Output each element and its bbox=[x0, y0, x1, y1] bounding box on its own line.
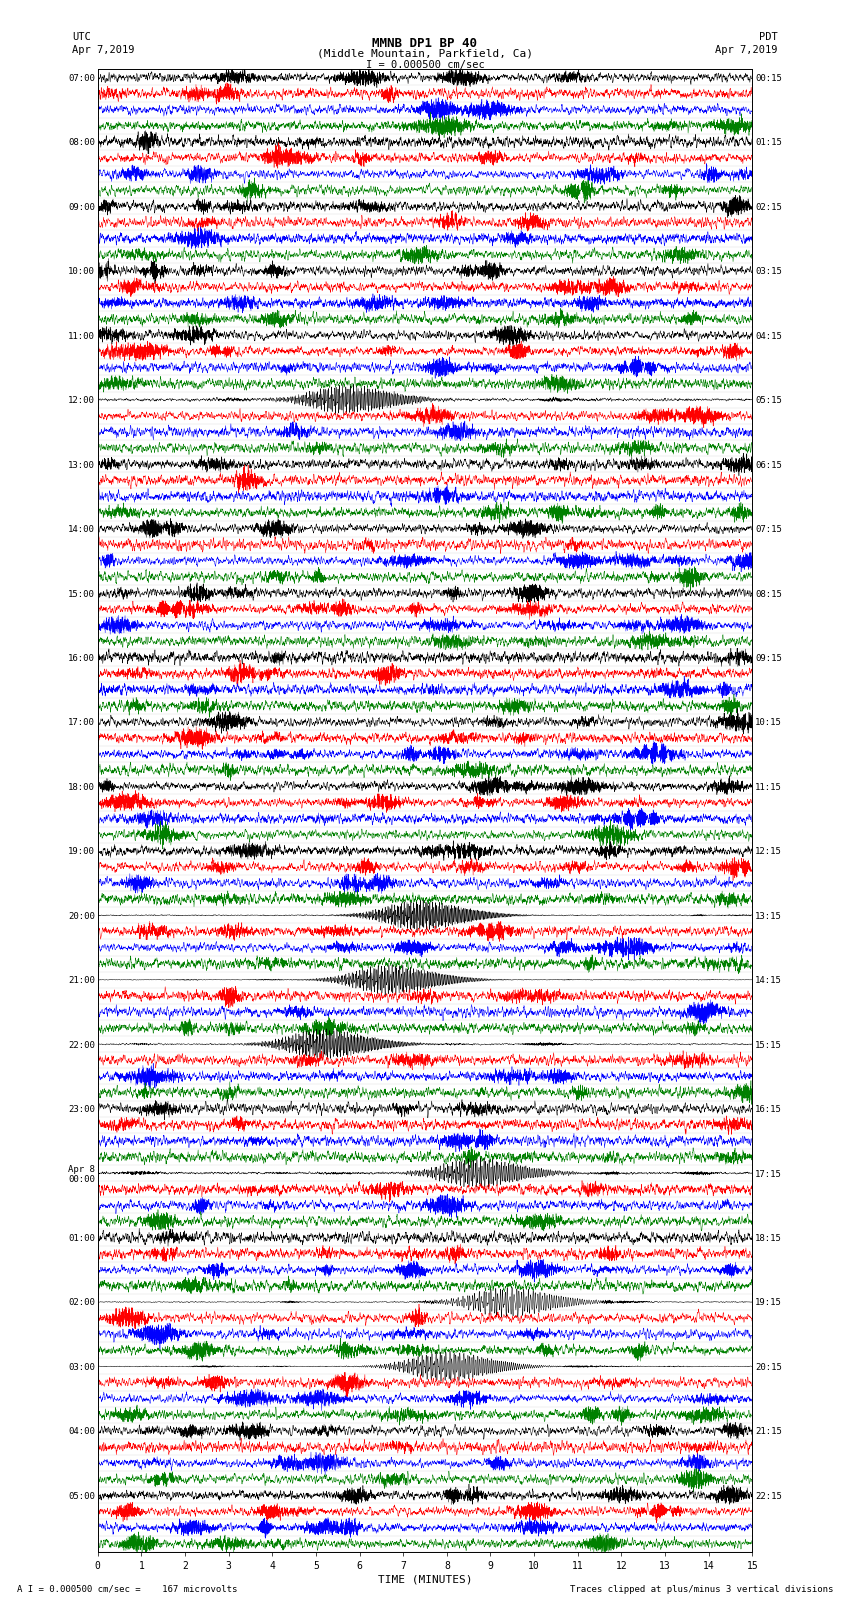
Text: Apr 7,2019: Apr 7,2019 bbox=[715, 45, 778, 55]
Text: I = 0.000500 cm/sec: I = 0.000500 cm/sec bbox=[366, 60, 484, 69]
Text: Traces clipped at plus/minus 3 vertical divisions: Traces clipped at plus/minus 3 vertical … bbox=[570, 1584, 833, 1594]
X-axis label: TIME (MINUTES): TIME (MINUTES) bbox=[377, 1574, 473, 1586]
Text: Apr 7,2019: Apr 7,2019 bbox=[72, 45, 135, 55]
Text: A I = 0.000500 cm/sec =    167 microvolts: A I = 0.000500 cm/sec = 167 microvolts bbox=[17, 1584, 237, 1594]
Text: PDT: PDT bbox=[759, 32, 778, 42]
Text: (Middle Mountain, Parkfield, Ca): (Middle Mountain, Parkfield, Ca) bbox=[317, 48, 533, 58]
Text: MMNB DP1 BP 40: MMNB DP1 BP 40 bbox=[372, 37, 478, 50]
Text: UTC: UTC bbox=[72, 32, 91, 42]
